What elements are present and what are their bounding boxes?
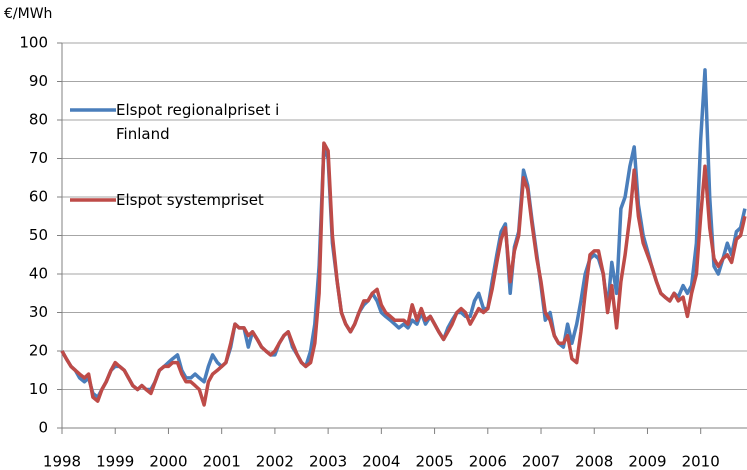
series-line: [60, 68, 747, 399]
y-tick-label: 50: [29, 226, 48, 244]
x-tick-label: 2008: [575, 453, 613, 470]
x-tick-label: 2001: [203, 453, 241, 470]
x-tick-label: 2002: [256, 453, 294, 470]
x-tick-label: 2003: [309, 453, 347, 470]
y-tick-label: 70: [29, 149, 48, 167]
y-tick-label: 100: [19, 34, 48, 52]
y-tick-label: 10: [29, 380, 48, 398]
x-tick-label: 2004: [362, 453, 400, 470]
legend-label: Elspot regionalpriset i Finland: [116, 101, 280, 143]
x-tick-label: 2005: [415, 453, 453, 470]
x-tick-label: 2007: [522, 453, 560, 470]
y-tick-label: 40: [29, 265, 48, 283]
x-tick-label: 2010: [682, 453, 720, 470]
y-tick-label: 30: [29, 303, 48, 321]
series-line: [60, 141, 747, 407]
y-tick-label: 60: [29, 188, 48, 206]
x-tick-label: 1999: [96, 453, 134, 470]
y-tick-label: 20: [29, 342, 48, 360]
legend-label: Elspot systempriset: [116, 191, 264, 209]
x-tick-label: 2000: [149, 453, 187, 470]
y-axis-label: €/MWh: [4, 6, 52, 22]
y-tick-label: 0: [38, 419, 48, 437]
y-tick-label: 80: [29, 111, 48, 129]
x-tick-label: 2006: [469, 453, 507, 470]
y-tick-label: 90: [29, 72, 48, 90]
x-tick-label: 2009: [628, 453, 666, 470]
x-tick-label: 1998: [43, 453, 81, 470]
